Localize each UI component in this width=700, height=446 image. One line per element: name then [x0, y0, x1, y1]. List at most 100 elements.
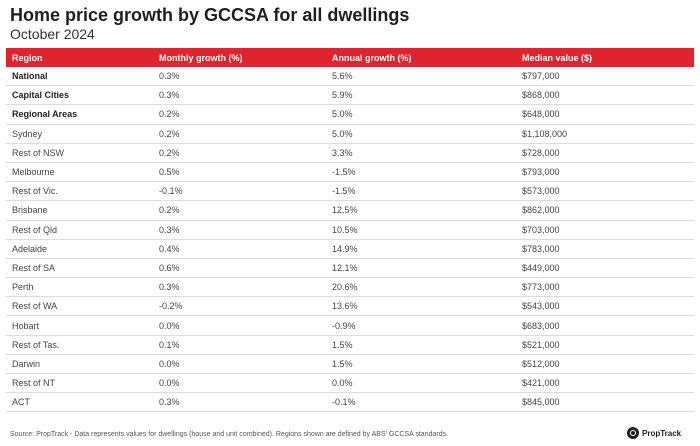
cell-region: Darwin	[6, 354, 153, 375]
cell-monthly-growth: 0.6%	[153, 258, 326, 279]
cell-median-value: $512,000	[516, 354, 694, 375]
cell-region: Regional Areas	[6, 104, 153, 125]
cell-annual-growth: -1.5%	[326, 162, 516, 183]
cell-region: National	[6, 67, 153, 87]
table-row: Rest of Vic. -0.1% -1.5% $573,000	[6, 181, 694, 202]
cell-annual-growth: 1.5%	[326, 335, 516, 355]
cell-monthly-growth: 0.3%	[153, 392, 326, 413]
cell-region: Brisbane	[6, 200, 153, 221]
cell-annual-growth: 0.0%	[326, 373, 516, 394]
table-row: Darwin 0.0% 1.5% $512,000	[6, 354, 694, 375]
brand-logo: PropTrack	[627, 427, 681, 439]
source-footnote: Source: PropTrack - Data represents valu…	[10, 431, 449, 438]
column-header-annual-growth: Annual growth (%)	[326, 48, 516, 67]
cell-median-value: $648,000	[516, 104, 694, 125]
cell-annual-growth: -0.1%	[326, 392, 516, 413]
table-row: Rest of Tas. 0.1% 1.5% $521,000	[6, 335, 694, 355]
table-row: Capital Cities 0.3% 5.9% $868,000	[6, 85, 694, 106]
cell-annual-growth: 14.9%	[326, 239, 516, 259]
cell-region: Melbourne	[6, 162, 153, 183]
cell-region: Rest of SA	[6, 258, 153, 279]
cell-annual-growth: -1.5%	[326, 181, 516, 202]
cell-median-value: $783,000	[516, 239, 694, 259]
cell-median-value: $521,000	[516, 335, 694, 355]
cell-region: Adelaide	[6, 239, 153, 259]
table-row: National 0.3% 5.6% $797,000	[6, 67, 694, 87]
table-row: Sydney 0.2% 5.0% $1,108,000	[6, 124, 694, 144]
cell-monthly-growth: 0.2%	[153, 104, 326, 125]
table-row: Rest of Qld 0.3% 10.5% $703,000	[6, 220, 694, 240]
cell-median-value: $1,108,000	[516, 124, 694, 144]
cell-monthly-growth: -0.2%	[153, 296, 326, 317]
cell-median-value: $449,000	[516, 258, 694, 279]
cell-annual-growth: 5.6%	[326, 67, 516, 87]
column-header-region: Region	[6, 48, 153, 67]
cell-region: Rest of NT	[6, 373, 153, 394]
cell-median-value: $868,000	[516, 85, 694, 106]
cell-monthly-growth: 0.5%	[153, 162, 326, 183]
table-row: Perth 0.3% 20.6% $773,000	[6, 277, 694, 298]
cell-region: Rest of WA	[6, 296, 153, 317]
cell-annual-growth: 12.5%	[326, 200, 516, 221]
page-title: Home price growth by GCCSA for all dwell…	[10, 5, 410, 25]
proptrack-logo-icon	[627, 427, 639, 439]
table-row: Brisbane 0.2% 12.5% $862,000	[6, 200, 694, 221]
cell-monthly-growth: 0.3%	[153, 220, 326, 240]
cell-annual-growth: 1.5%	[326, 354, 516, 375]
brand-name: PropTrack	[642, 428, 682, 438]
cell-monthly-growth: 0.0%	[153, 354, 326, 375]
cell-annual-growth: -0.9%	[326, 315, 516, 336]
cell-region: Rest of Vic.	[6, 181, 153, 202]
cell-region: Capital Cities	[6, 85, 153, 106]
cell-monthly-growth: 0.3%	[153, 85, 326, 106]
cell-monthly-growth: 0.2%	[153, 200, 326, 221]
growth-table: Region Monthly growth (%) Annual growth …	[6, 48, 694, 413]
cell-annual-growth: 13.6%	[326, 296, 516, 317]
cell-monthly-growth: 0.3%	[153, 277, 326, 298]
table-row: Rest of NT 0.0% 0.0% $421,000	[6, 373, 694, 394]
cell-region: Perth	[6, 277, 153, 298]
cell-monthly-growth: 0.0%	[153, 315, 326, 336]
cell-median-value: $797,000	[516, 67, 694, 87]
table-row: Adelaide 0.4% 14.9% $783,000	[6, 239, 694, 259]
cell-annual-growth: 5.0%	[326, 104, 516, 125]
column-header-median-value: Median value ($)	[516, 48, 694, 67]
cell-monthly-growth: 0.3%	[153, 67, 326, 87]
cell-median-value: $703,000	[516, 220, 694, 240]
cell-annual-growth: 20.6%	[326, 277, 516, 298]
cell-median-value: $421,000	[516, 373, 694, 394]
cell-region: ACT	[6, 392, 153, 413]
table-row: Rest of SA 0.6% 12.1% $449,000	[6, 258, 694, 279]
cell-median-value: $573,000	[516, 181, 694, 202]
cell-median-value: $793,000	[516, 162, 694, 183]
table-row: Hobart 0.0% -0.9% $683,000	[6, 315, 694, 336]
cell-median-value: $862,000	[516, 200, 694, 221]
column-header-monthly-growth: Monthly growth (%)	[153, 48, 326, 67]
cell-region: Rest of NSW	[6, 143, 153, 163]
cell-median-value: $728,000	[516, 143, 694, 163]
cell-annual-growth: 5.9%	[326, 85, 516, 106]
table-header-row: Region Monthly growth (%) Annual growth …	[6, 48, 694, 67]
table-row: Rest of NSW 0.2% 3.3% $728,000	[6, 143, 694, 163]
table-row: Regional Areas 0.2% 5.0% $648,000	[6, 104, 694, 125]
cell-monthly-growth: 0.1%	[153, 335, 326, 355]
cell-annual-growth: 10.5%	[326, 220, 516, 240]
cell-region: Rest of Qld	[6, 220, 153, 240]
cell-region: Hobart	[6, 315, 153, 336]
cell-median-value: $845,000	[516, 392, 694, 413]
cell-region: Sydney	[6, 124, 153, 144]
page-subtitle: October 2024	[10, 26, 95, 42]
cell-region: Rest of Tas.	[6, 335, 153, 355]
cell-monthly-growth: 0.4%	[153, 239, 326, 259]
cell-annual-growth: 5.0%	[326, 124, 516, 144]
cell-median-value: $543,000	[516, 296, 694, 317]
cell-annual-growth: 12.1%	[326, 258, 516, 279]
cell-monthly-growth: -0.1%	[153, 181, 326, 202]
cell-annual-growth: 3.3%	[326, 143, 516, 163]
cell-monthly-growth: 0.0%	[153, 373, 326, 394]
table-row: ACT 0.3% -0.1% $845,000	[6, 392, 694, 413]
table-row: Rest of WA -0.2% 13.6% $543,000	[6, 296, 694, 317]
cell-median-value: $683,000	[516, 315, 694, 336]
cell-monthly-growth: 0.2%	[153, 143, 326, 163]
